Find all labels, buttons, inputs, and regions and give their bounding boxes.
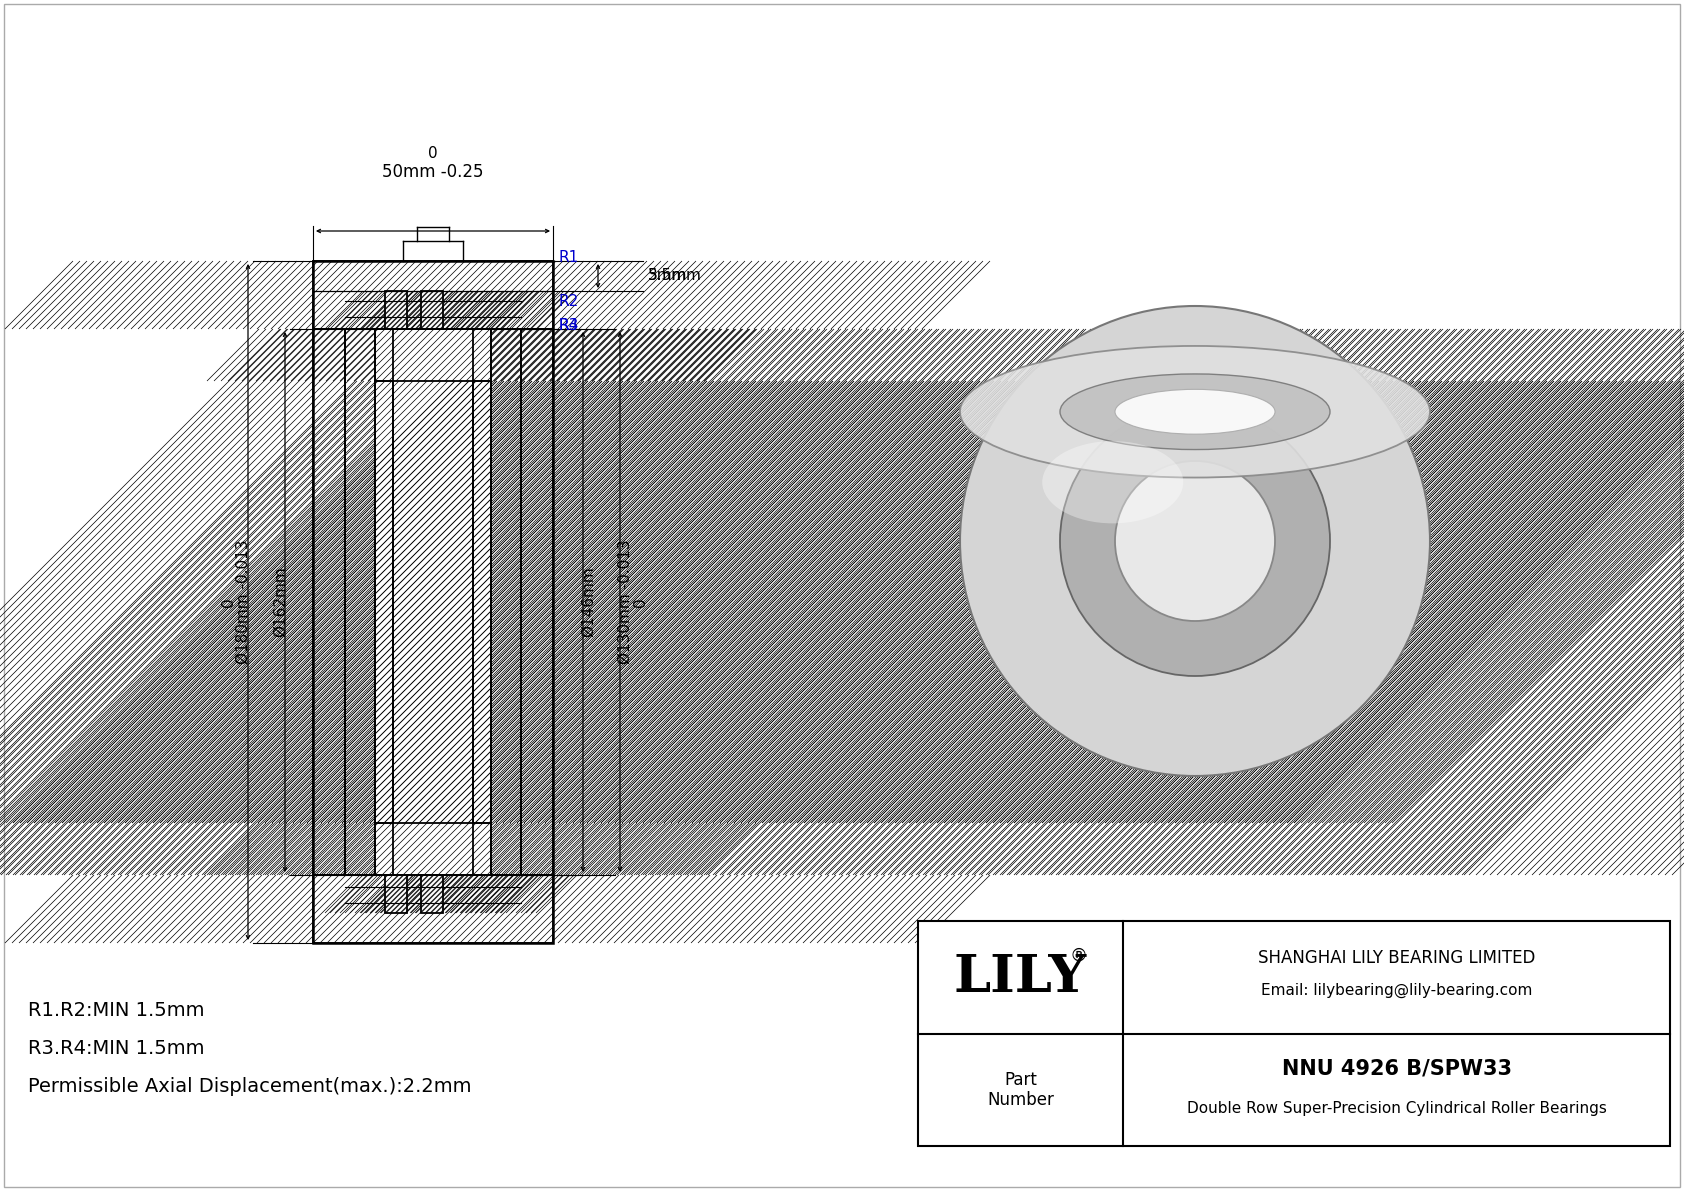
Ellipse shape — [1115, 389, 1275, 435]
Ellipse shape — [960, 461, 1430, 621]
Bar — [386, 875, 408, 913]
Ellipse shape — [1059, 374, 1330, 449]
Bar — [421, 291, 443, 329]
Bar — [376, 381, 392, 823]
Text: 0: 0 — [633, 597, 648, 606]
Bar — [376, 381, 392, 823]
Text: SHANGHAI LILY BEARING LIMITED: SHANGHAI LILY BEARING LIMITED — [1258, 949, 1536, 967]
Bar — [421, 291, 443, 329]
Bar — [520, 329, 552, 875]
Text: R3.R4:MIN 1.5mm: R3.R4:MIN 1.5mm — [29, 1039, 204, 1058]
Text: 50mm -0.25: 50mm -0.25 — [382, 163, 483, 181]
Bar — [520, 329, 552, 875]
Bar — [386, 875, 408, 913]
Text: NNU 4926 B/SPW33: NNU 4926 B/SPW33 — [1282, 1058, 1512, 1078]
Bar — [376, 823, 492, 875]
Bar — [386, 291, 408, 329]
Bar — [376, 329, 492, 381]
Text: Part
Number: Part Number — [987, 1071, 1054, 1109]
Text: 0: 0 — [221, 597, 236, 606]
Circle shape — [1115, 461, 1275, 621]
Bar — [313, 329, 345, 875]
Bar — [313, 329, 345, 875]
Text: R1: R1 — [559, 250, 579, 266]
Bar — [392, 381, 473, 823]
Text: Double Row Super-Precision Cylindrical Roller Bearings: Double Row Super-Precision Cylindrical R… — [1187, 1100, 1607, 1116]
Bar — [313, 261, 552, 329]
Bar — [421, 875, 443, 913]
Circle shape — [960, 306, 1430, 777]
Bar — [376, 823, 492, 875]
Bar — [421, 875, 443, 913]
Circle shape — [1059, 406, 1330, 676]
Bar — [313, 261, 552, 329]
Text: Ø162mm: Ø162mm — [273, 567, 288, 637]
Bar — [473, 381, 492, 823]
Bar — [918, 921, 1671, 1146]
Bar — [376, 329, 492, 381]
Bar — [376, 823, 492, 875]
Text: 5.5mm: 5.5mm — [648, 268, 702, 283]
Bar — [376, 329, 492, 875]
Text: LILY: LILY — [953, 953, 1088, 1004]
Text: R3: R3 — [559, 318, 579, 333]
Bar — [376, 381, 392, 823]
Text: Ø130mm -0.013: Ø130mm -0.013 — [618, 540, 633, 665]
Bar — [421, 291, 443, 329]
Bar — [376, 329, 492, 381]
Text: ®: ® — [1069, 947, 1088, 965]
Text: Ø146mm: Ø146mm — [581, 567, 596, 637]
Bar — [313, 261, 552, 943]
Bar — [473, 381, 492, 823]
Text: Email: lilybearing@lily-bearing.com: Email: lilybearing@lily-bearing.com — [1261, 983, 1532, 998]
Bar — [473, 381, 492, 823]
Ellipse shape — [1042, 441, 1184, 523]
Bar — [345, 329, 520, 875]
Bar — [386, 291, 408, 329]
Bar — [313, 261, 552, 329]
Text: Ø180mm -0.013: Ø180mm -0.013 — [236, 540, 251, 665]
Bar — [313, 875, 552, 943]
Text: 0: 0 — [428, 146, 438, 161]
Text: R2: R2 — [559, 293, 579, 308]
Text: Permissible Axial Displacement(max.):2.2mm: Permissible Axial Displacement(max.):2.2… — [29, 1077, 472, 1096]
Bar — [313, 329, 345, 875]
Bar — [313, 875, 552, 943]
Text: R1.R2:MIN 1.5mm: R1.R2:MIN 1.5mm — [29, 1000, 204, 1019]
Bar — [386, 875, 408, 913]
Text: R4: R4 — [559, 318, 579, 333]
Bar — [313, 875, 552, 943]
Ellipse shape — [960, 345, 1430, 478]
Bar — [392, 329, 473, 875]
Text: 3mm: 3mm — [648, 268, 687, 283]
Bar — [386, 291, 408, 329]
Bar — [421, 875, 443, 913]
Bar — [520, 329, 552, 875]
